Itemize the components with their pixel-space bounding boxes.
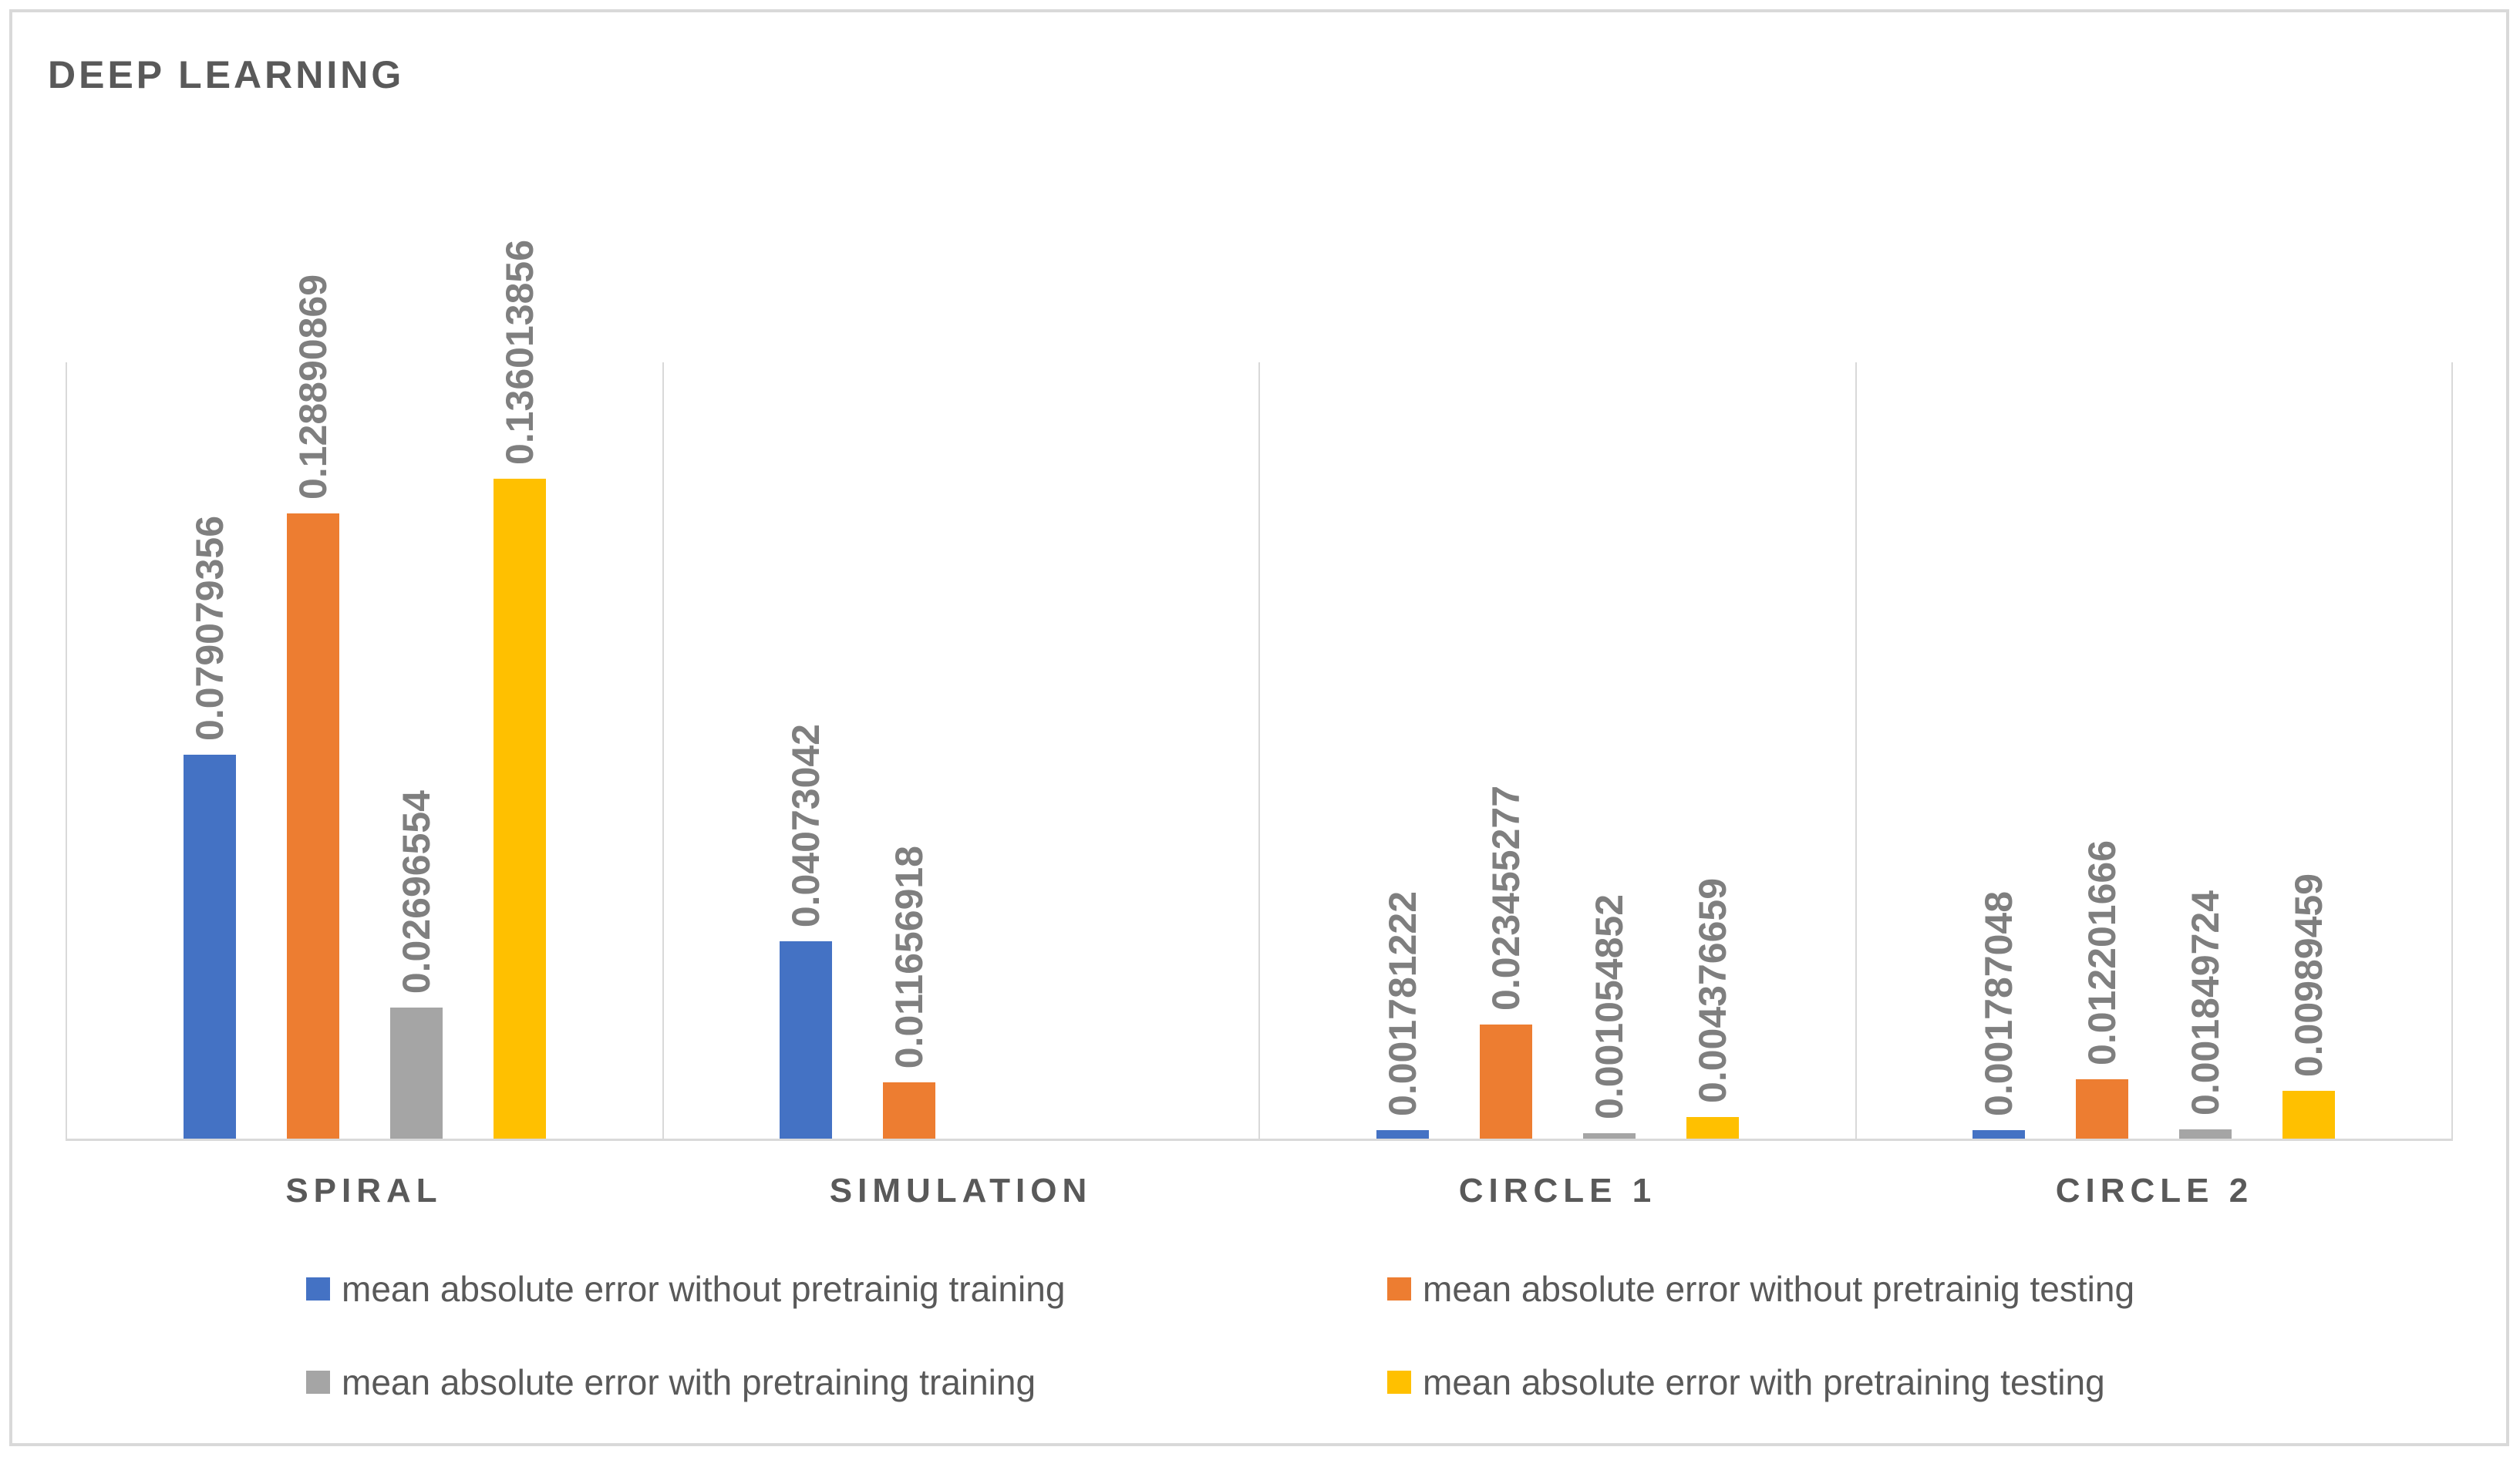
legend-swatch xyxy=(1387,1371,1411,1394)
bar-slot: 0.001787048 xyxy=(1973,891,2026,1139)
bar-series-2-spiral xyxy=(286,513,339,1139)
chart-title: DEEP LEARNING xyxy=(48,53,405,96)
bar-slot: 0.011656918 xyxy=(883,846,936,1139)
legend-label: mean absolute error without pretrainig t… xyxy=(342,1269,1066,1309)
category-label: CIRCLE 1 xyxy=(1458,1172,1657,1210)
bar-series-2-simulation xyxy=(883,1082,936,1139)
legend-label: mean absolute error with pretraining tes… xyxy=(1423,1362,2105,1402)
bar-slot: 0.012201666 xyxy=(2076,840,2129,1139)
bar-slot: 0.00989459 xyxy=(2282,873,2336,1139)
bar-series-4-spiral xyxy=(493,479,546,1139)
bar-series-1-simulation xyxy=(780,941,833,1139)
bar-series-2-circle-1 xyxy=(1479,1025,1532,1139)
legend-item: mean absolute error with pretraining tes… xyxy=(1387,1358,2105,1407)
bar-slot: 0.02696554 xyxy=(389,790,443,1139)
bar-slot: 0.079079356 xyxy=(183,516,236,1139)
legend-label: mean absolute error without pretrainig t… xyxy=(1423,1269,2135,1309)
bar-slot: 0.001781222 xyxy=(1376,891,1429,1139)
category-label: SIMULATION xyxy=(829,1172,1093,1210)
bar-slot: 0.004376659 xyxy=(1686,878,1739,1139)
bar-slot: 0.136013856 xyxy=(493,240,546,1139)
bar-series-3-circle-1 xyxy=(1582,1133,1636,1139)
category-band-circle-2: 0.001787048 0.012201666 0.001849724 0.00989… xyxy=(1855,362,2453,1139)
bar-series-1-circle-2 xyxy=(1973,1130,2026,1139)
category-band-circle-1: 0.001781222 0.023455277 0.001054852 0.00437… xyxy=(1258,362,1855,1139)
legend-swatch xyxy=(1387,1277,1411,1301)
category-band-spiral: 0.079079356 0.128890869 0.02696554 0.136013… xyxy=(66,240,662,1139)
bar-series-3-circle-2 xyxy=(2179,1129,2232,1139)
bar-series-1-spiral xyxy=(183,755,236,1139)
category-label: CIRCLE 2 xyxy=(2055,1172,2254,1210)
bar-slot: 0.128890869 xyxy=(286,274,339,1139)
legend-swatch xyxy=(306,1277,330,1301)
legend-swatch xyxy=(306,1371,330,1394)
bar-slot: 0.001054852 xyxy=(1582,894,1636,1139)
bar-slot: 0.04073042 xyxy=(780,724,833,1139)
bar-series-1-circle-1 xyxy=(1376,1130,1429,1139)
category-axis: SPIRAL SIMULATION CIRCLE 1 CIRCLE 2 xyxy=(66,1172,2453,1210)
bar-series-4-circle-2 xyxy=(2282,1091,2336,1139)
category-band-simulation: 0.04073042 0.011656918 xyxy=(662,362,1259,1139)
bar-slot: 0.023455277 xyxy=(1479,786,1532,1139)
bar-series-2-circle-2 xyxy=(2076,1079,2129,1139)
legend-item: mean absolute error with pretraining tra… xyxy=(306,1358,1036,1407)
legend-item: mean absolute error without pretrainig t… xyxy=(1387,1264,2134,1314)
category-label: SPIRAL xyxy=(285,1172,443,1210)
bar-series-4-circle-1 xyxy=(1686,1117,1739,1139)
bar-slot: 0.001849724 xyxy=(2179,890,2232,1139)
legend-item: mean absolute error without pretrainig t… xyxy=(306,1264,1065,1314)
bar-series-3-spiral xyxy=(389,1008,443,1139)
plot-area: 0.079079356 0.128890869 0.02696554 0.136013… xyxy=(66,240,2453,1141)
legend-label: mean absolute error with pretraining tra… xyxy=(342,1362,1036,1402)
